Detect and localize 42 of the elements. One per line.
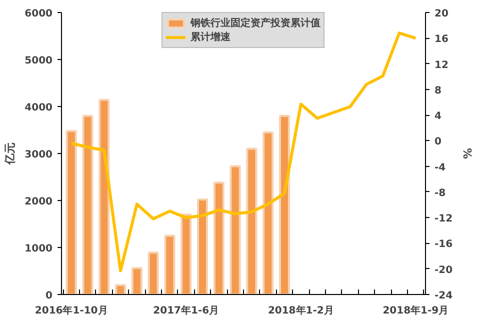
y2-tick-label: -24 (434, 290, 453, 302)
bar (98, 98, 110, 294)
y-tick-label: 5000 (24, 56, 53, 66)
y2-tick-label: 4 (434, 111, 442, 122)
bar (180, 214, 192, 294)
x-tick-label: 2018年1-9月 (382, 304, 449, 316)
line-series (70, 32, 418, 272)
y-tick-label: 3000 (24, 150, 53, 160)
bar (197, 198, 208, 294)
bar (66, 130, 77, 294)
y2-tick-label: 8 (434, 85, 442, 96)
bar (115, 284, 126, 294)
y2-tick-label: -8 (434, 188, 446, 199)
bar (82, 114, 94, 294)
bar (278, 114, 290, 294)
x-tick-label: 2017年1-6月 (153, 304, 220, 316)
bar (213, 182, 224, 294)
legend-label: 累计增速 (190, 30, 230, 44)
y-tick-label: 2000 (24, 196, 53, 208)
x-tick-label: 2018年1-2月 (268, 304, 334, 316)
y2-tick-label: 12 (434, 60, 448, 71)
y-tick-label: 1000 (24, 244, 53, 254)
y2-tick-label: -20 (434, 264, 453, 276)
y-tick-label: 0 (46, 290, 53, 302)
y-tick-label: 6000 (24, 8, 53, 20)
y2-tick-label: 16 (434, 34, 448, 46)
y2-tick-label: 0 (434, 136, 442, 148)
y2-tick-label: -12 (434, 214, 453, 225)
bar (246, 148, 258, 294)
y2-axis-title: % (460, 148, 474, 160)
y-tick-label: 4000 (24, 102, 53, 114)
x-tick-label: 2016年1-10月 (34, 304, 108, 316)
bar (230, 165, 241, 294)
bar (262, 131, 274, 294)
y-axis-title: 亿元 (4, 142, 17, 166)
y2-tick-label: -16 (434, 239, 453, 250)
bar (131, 267, 142, 294)
legend-label: 钢铁行业固定资产投资累计值 (190, 16, 320, 30)
bar (148, 252, 159, 294)
y2-tick-label: -4 (434, 162, 446, 174)
y2-tick-label: 20 (434, 8, 448, 20)
bar (164, 234, 176, 294)
